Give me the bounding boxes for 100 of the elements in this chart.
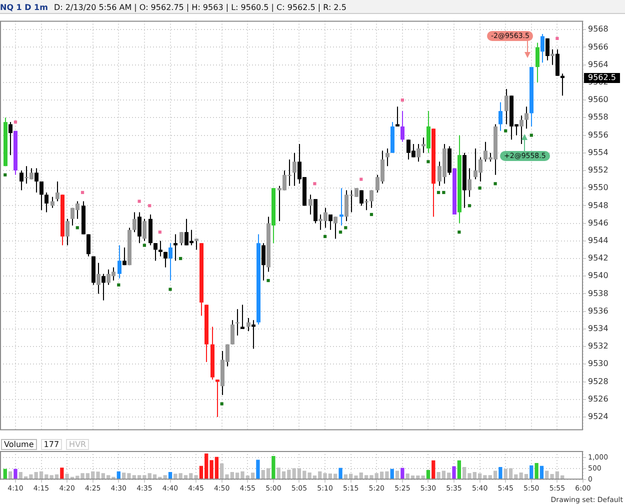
text: 9562.5: [588, 73, 616, 82]
point: [530, 134, 533, 137]
point: [158, 230, 162, 234]
chart-title: NQ 1 D 1m: [0, 2, 48, 12]
candlestick: [370, 190, 374, 208]
y-tick-label: 9568: [588, 24, 608, 34]
point: [400, 98, 404, 102]
bar: [338, 468, 342, 480]
point: [458, 230, 461, 234]
candlestick: [194, 238, 198, 250]
candlestick: [560, 73, 564, 96]
candlestick: [34, 168, 38, 193]
candlestick: [168, 242, 172, 282]
point: [504, 129, 508, 132]
point: [468, 204, 472, 208]
y-tick-label: 9546: [588, 218, 608, 228]
candlestick: [122, 247, 126, 266]
point: [556, 36, 559, 40]
candlestick: [154, 242, 158, 262]
candlestick: [164, 251, 168, 268]
point: [313, 182, 316, 186]
bar: [400, 468, 404, 480]
point: [138, 200, 141, 203]
candlestick: [236, 308, 240, 336]
y-tick-label: 9554: [588, 148, 608, 157]
candlestick: [422, 136, 426, 154]
candlestick: [386, 148, 390, 167]
candlestick: [8, 122, 12, 156]
point: [436, 190, 440, 194]
point: [494, 182, 497, 186]
candlestick: [40, 180, 44, 211]
y-tick-label: 9560: [588, 95, 608, 104]
point: [80, 190, 84, 194]
candlestick: [66, 218, 70, 246]
candlestick: [240, 304, 244, 330]
candlestick: [536, 42, 540, 83]
y-tick-label: 9552: [588, 166, 608, 175]
y-tick-label: 9564: [588, 60, 608, 69]
bar: [457, 460, 462, 480]
candlestick: [216, 379, 220, 418]
point: [220, 402, 224, 406]
y-tick-label: 9550: [588, 183, 608, 192]
candlestick: [138, 212, 142, 244]
candlestick: [328, 214, 332, 230]
point: [360, 178, 363, 181]
y-tick-label: 9558: [588, 112, 608, 122]
y-tick-label: 9530: [588, 359, 608, 368]
point: [266, 278, 270, 282]
candlestick: [174, 234, 178, 262]
text: 177: [40, 438, 62, 450]
point: [344, 226, 348, 230]
candlestick: [86, 234, 90, 257]
bar: [432, 460, 436, 480]
candlestick: [44, 192, 48, 213]
y-tick-label: 9528: [588, 376, 608, 386]
candlestick: [102, 273, 106, 301]
y-tick-label: 9566: [588, 42, 608, 52]
point: [168, 288, 172, 291]
y-tick-label: 9548: [588, 200, 608, 210]
candlestick: [20, 170, 24, 191]
candlestick: [540, 34, 544, 64]
candlestick: [400, 110, 404, 142]
bar: [534, 462, 538, 480]
y-tick-label: 9542: [588, 254, 608, 263]
y-tick-label: 9540: [588, 271, 608, 280]
candlestick: [252, 320, 256, 350]
y-tick-label: 9524: [588, 412, 608, 422]
candlestick: [360, 190, 364, 206]
candlestick: [396, 106, 400, 127]
candlestick: [118, 244, 122, 279]
point: [323, 234, 327, 238]
y-tick-label: 9534: [588, 324, 608, 334]
candlestick: [158, 240, 162, 257]
candlestick: [314, 198, 318, 224]
point: [142, 244, 146, 247]
y-tick-label: 9532: [588, 342, 608, 351]
y-tick-label: 9556: [588, 130, 608, 140]
candlestick: [498, 102, 502, 132]
y-tick-label: 9544: [588, 236, 608, 245]
point: [370, 212, 374, 216]
point: [338, 230, 342, 234]
bar: [256, 460, 260, 480]
candlestick: [262, 242, 266, 282]
candlestick: [546, 38, 550, 61]
candlestick: [426, 110, 430, 154]
point: [4, 173, 7, 176]
y-tick-label: 9538: [588, 288, 608, 298]
point: [117, 283, 120, 286]
bar: [272, 456, 276, 480]
candlestick: [524, 106, 528, 130]
candlestick: [556, 48, 560, 76]
chart-subtitle: D: 2/13/20 5:56 AM | O: 9562.75 | H: 9563 | L: 9560.5 | C: 9562.5 | R: 2.5: [54, 2, 346, 12]
point: [148, 204, 152, 208]
candlestick: [50, 196, 54, 208]
bar: [452, 466, 456, 480]
y-tick-label: 9526: [588, 394, 608, 404]
chart-title: Volume: [1, 438, 37, 450]
point: [76, 226, 79, 230]
bar: [498, 466, 502, 480]
candlestick: [340, 188, 344, 226]
